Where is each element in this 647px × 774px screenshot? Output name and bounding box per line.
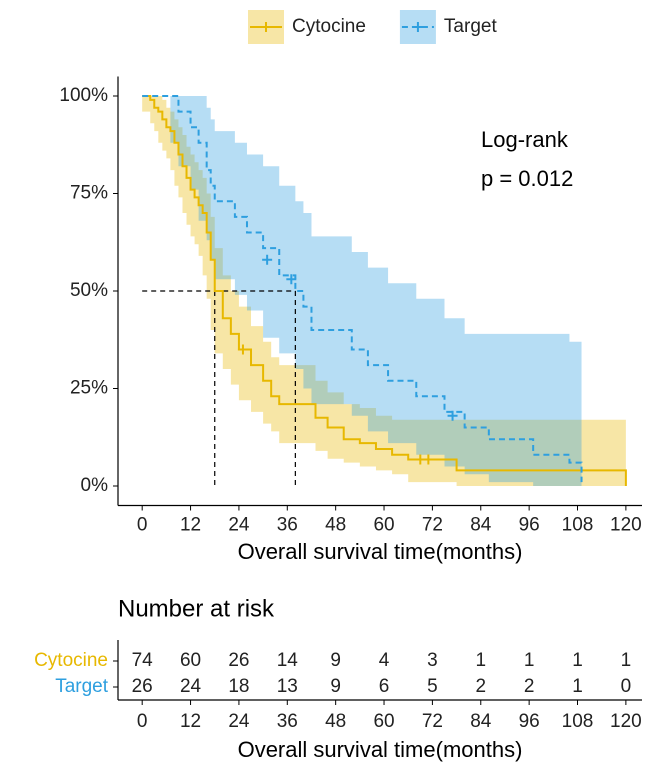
risk-count: 1: [524, 650, 535, 671]
x-axis-label: Overall survival time(months): [238, 539, 523, 564]
x-tick-label: 84: [470, 515, 492, 536]
annotation: p = 0.012: [481, 166, 573, 191]
risk-x-tick-label: 24: [228, 711, 250, 732]
y-tick-label: 0%: [81, 475, 109, 496]
survival-curve: [142, 95, 627, 486]
risk-count: 26: [132, 676, 153, 697]
legend-cross: [261, 22, 271, 32]
risk-x-tick-label: 120: [610, 711, 642, 732]
risk-x-tick-label: 72: [422, 711, 443, 732]
risk-x-axis-label: Overall survival time(months): [238, 737, 523, 762]
risk-title: Number at risk: [118, 595, 275, 622]
risk-count: 9: [330, 676, 341, 697]
risk-row-label: Target: [55, 676, 109, 697]
risk-count: 60: [180, 650, 201, 671]
risk-x-tick-label: 0: [137, 711, 148, 732]
risk-count: 2: [524, 676, 535, 697]
risk-count: 2: [475, 676, 486, 697]
legend-item: Target: [399, 10, 498, 44]
y-tick-label: 100%: [59, 85, 108, 106]
risk-count: 18: [228, 676, 249, 697]
censor-mark: [447, 410, 458, 421]
annotation: Log-rank: [481, 127, 569, 152]
x-tick-label: 60: [373, 515, 394, 536]
x-tick-label: 0: [137, 515, 148, 536]
legend-item: Cytocine: [248, 10, 366, 44]
censor-mark: [262, 254, 273, 265]
x-tick-label: 108: [562, 515, 594, 536]
survival-curve: [142, 95, 583, 483]
x-tick-label: 12: [180, 515, 201, 536]
risk-count: 6: [379, 676, 390, 697]
risk-x-tick-label: 108: [562, 711, 594, 732]
y-tick-label: 50%: [70, 280, 108, 301]
risk-x-tick-label: 36: [277, 711, 298, 732]
x-tick-label: 48: [325, 515, 346, 536]
legend-label: Target: [444, 16, 498, 37]
legend-cross: [412, 22, 423, 32]
censor-mark: [423, 454, 434, 465]
risk-x-tick-label: 84: [470, 711, 492, 732]
risk-count: 1: [621, 650, 632, 671]
risk-x-tick-label: 60: [373, 711, 394, 732]
risk-count: 13: [277, 676, 298, 697]
confidence-band: [142, 96, 582, 486]
risk-count: 14: [277, 650, 299, 671]
censor-mark: [286, 274, 297, 285]
legend-label: Cytocine: [292, 16, 366, 37]
risk-count: 1: [475, 650, 486, 671]
risk-row-label: Cytocine: [34, 650, 108, 671]
risk-x-tick-label: 96: [519, 711, 540, 732]
risk-count: 9: [330, 650, 341, 671]
y-tick-label: 25%: [70, 378, 108, 399]
risk-count: 4: [379, 650, 390, 671]
risk-count: 26: [228, 650, 249, 671]
risk-count: 24: [180, 676, 202, 697]
x-tick-label: 72: [422, 515, 443, 536]
risk-count: 1: [572, 676, 583, 697]
censor-mark: [237, 344, 248, 355]
x-tick-label: 120: [610, 515, 642, 536]
x-tick-label: 36: [277, 515, 298, 536]
risk-x-tick-label: 48: [325, 711, 346, 732]
risk-count: 5: [427, 676, 438, 697]
risk-count: 1: [572, 650, 583, 671]
x-tick-label: 96: [519, 515, 540, 536]
risk-count: 74: [132, 650, 154, 671]
confidence-band: [142, 96, 626, 486]
risk-count: 0: [621, 676, 632, 697]
x-tick-label: 24: [228, 515, 250, 536]
y-tick-label: 75%: [70, 183, 108, 204]
risk-count: 3: [427, 650, 438, 671]
risk-x-tick-label: 12: [180, 711, 201, 732]
